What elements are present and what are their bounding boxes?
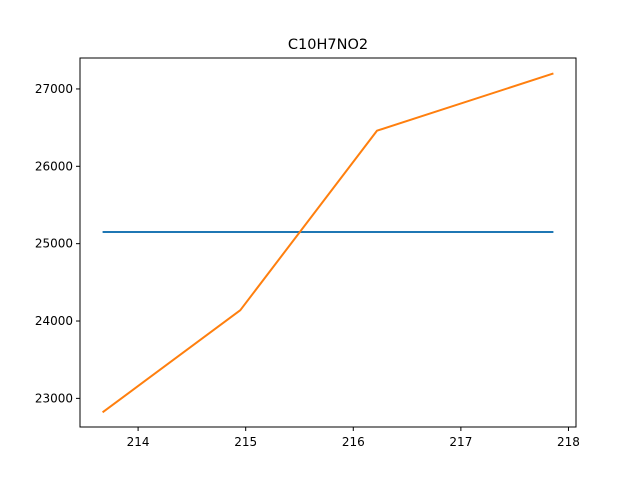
x-axis: 214 215 216 217 218: [127, 427, 580, 449]
chart-title: C10H7NO2: [288, 37, 368, 53]
y-tick-label: 24000: [35, 314, 73, 328]
y-tick-label: 25000: [35, 237, 73, 251]
x-tick-label: 218: [557, 435, 580, 449]
y-tick-label: 23000: [35, 391, 73, 405]
y-axis: 23000 24000 25000 26000 27000: [35, 82, 80, 405]
plot-area-frame: [79, 57, 577, 428]
series-2-line: [101, 72, 554, 414]
x-tick-label: 216: [342, 435, 365, 449]
series-layer: [101, 72, 554, 414]
x-tick-label: 217: [449, 435, 472, 449]
y-tick-label: 27000: [35, 82, 73, 96]
y-tick-label: 26000: [35, 159, 73, 173]
x-tick-label: 214: [127, 435, 150, 449]
x-tick-label: 215: [234, 435, 257, 449]
